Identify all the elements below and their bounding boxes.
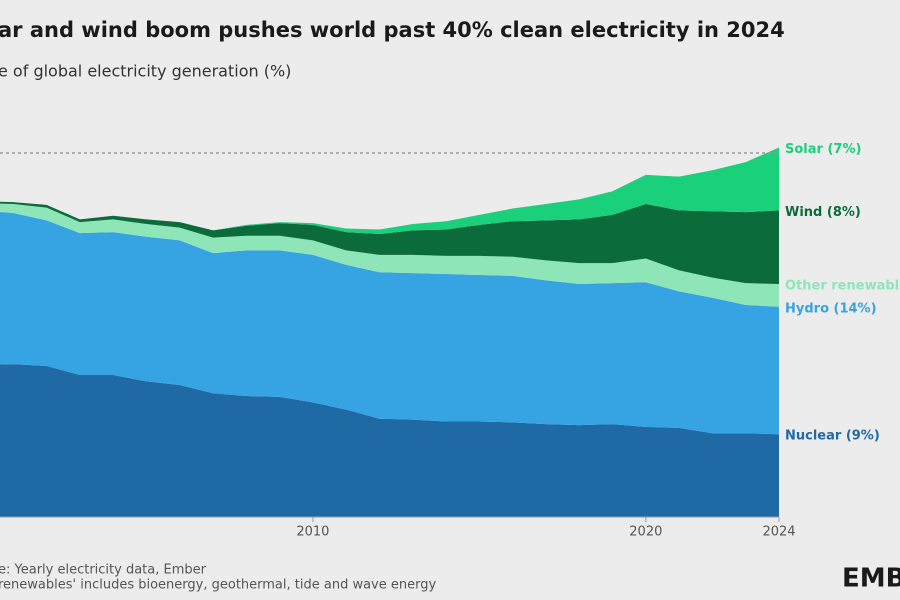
area: [0, 201, 779, 285]
x-tick-label: 2024: [762, 525, 795, 540]
x-tick-label: 2020: [629, 525, 662, 540]
series-label: Nuclear (9%): [785, 429, 880, 444]
area: [0, 147, 779, 234]
footnote: renewables' includes bioenergy, geotherm…: [0, 578, 436, 593]
series-label: Solar (7%): [785, 142, 861, 157]
series-label: Other renewable: [785, 279, 900, 294]
area: [0, 364, 779, 517]
chart-subtitle: e of global electricity generation (%): [0, 62, 291, 81]
source-note: e: Yearly electricity data, Ember: [0, 563, 207, 578]
chart-title: ar and wind boom pushes world past 40% c…: [0, 18, 785, 42]
series-label: Hydro (14%): [785, 301, 877, 316]
series-label: Wind (8%): [785, 205, 861, 220]
area: [0, 203, 779, 307]
logo: EMBE: [842, 564, 900, 594]
area: [0, 211, 779, 435]
x-tick-label: 2010: [296, 525, 329, 540]
